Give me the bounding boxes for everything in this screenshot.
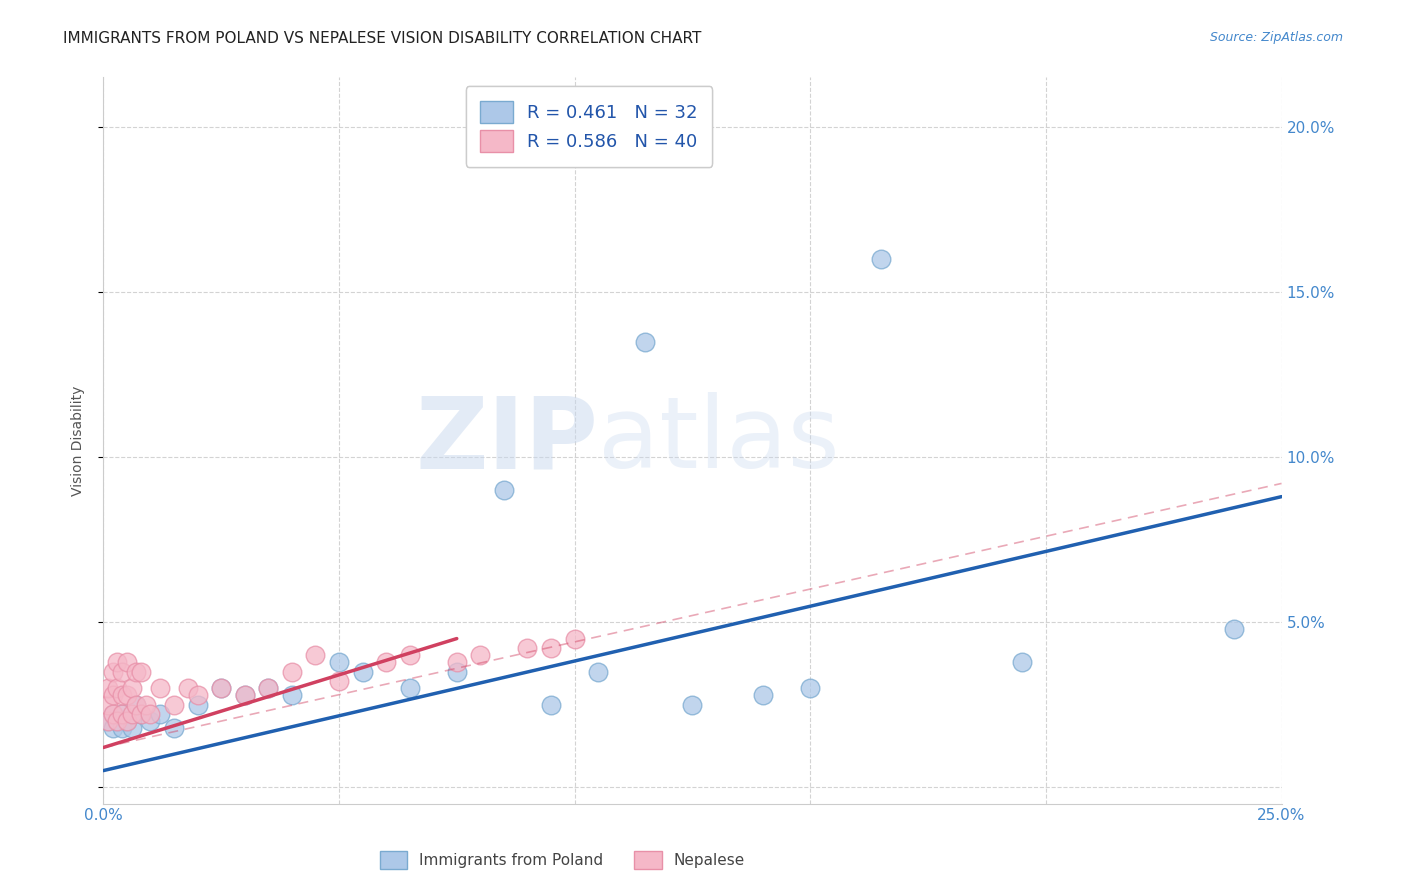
Point <box>111 721 134 735</box>
Point <box>101 707 124 722</box>
Point <box>470 648 492 662</box>
Point <box>97 698 120 712</box>
Point <box>107 714 129 728</box>
Point <box>107 655 129 669</box>
Point <box>1011 655 1033 669</box>
Point <box>209 681 232 695</box>
Point <box>149 707 172 722</box>
Point <box>1223 622 1246 636</box>
Point <box>564 632 586 646</box>
Point <box>115 714 138 728</box>
Point <box>107 681 129 695</box>
Point <box>97 714 120 728</box>
Point <box>799 681 821 695</box>
Point <box>107 714 129 728</box>
Point <box>125 698 148 712</box>
Text: IMMIGRANTS FROM POLAND VS NEPALESE VISION DISABILITY CORRELATION CHART: IMMIGRANTS FROM POLAND VS NEPALESE VISIO… <box>63 31 702 46</box>
Legend: R = 0.461   N = 32, R = 0.586   N = 40: R = 0.461 N = 32, R = 0.586 N = 40 <box>465 87 711 167</box>
Text: Source: ZipAtlas.com: Source: ZipAtlas.com <box>1209 31 1343 45</box>
Text: atlas: atlas <box>598 392 839 489</box>
Point <box>129 707 152 722</box>
Point <box>101 707 124 722</box>
Point <box>586 665 609 679</box>
Point <box>187 688 209 702</box>
Point <box>375 655 398 669</box>
Point <box>115 688 138 702</box>
Point <box>540 641 562 656</box>
Point <box>101 665 124 679</box>
Point <box>97 714 120 728</box>
Point <box>125 665 148 679</box>
Y-axis label: Vision Disability: Vision Disability <box>72 385 86 496</box>
Point <box>163 721 186 735</box>
Point <box>111 688 134 702</box>
Point <box>446 665 468 679</box>
Text: ZIP: ZIP <box>415 392 598 489</box>
Legend: Immigrants from Poland, Nepalese: Immigrants from Poland, Nepalese <box>374 845 751 875</box>
Point <box>870 252 893 266</box>
Point <box>681 698 703 712</box>
Point <box>111 665 134 679</box>
Point <box>328 674 350 689</box>
Point <box>163 698 186 712</box>
Point <box>281 665 304 679</box>
Point <box>139 707 162 722</box>
Point <box>398 681 420 695</box>
Point <box>233 688 256 702</box>
Point <box>121 681 143 695</box>
Point <box>101 721 124 735</box>
Point <box>115 655 138 669</box>
Point <box>516 641 538 656</box>
Point <box>125 698 148 712</box>
Point <box>328 655 350 669</box>
Point <box>304 648 326 662</box>
Point <box>129 707 152 722</box>
Point <box>129 665 152 679</box>
Point <box>233 688 256 702</box>
Point <box>352 665 374 679</box>
Point <box>257 681 280 695</box>
Point <box>446 655 468 669</box>
Point <box>115 714 138 728</box>
Point <box>177 681 200 695</box>
Point <box>492 483 515 497</box>
Point <box>634 334 657 349</box>
Point <box>752 688 775 702</box>
Point <box>209 681 232 695</box>
Point <box>111 707 134 722</box>
Point <box>139 714 162 728</box>
Point <box>101 688 124 702</box>
Point <box>149 681 172 695</box>
Point <box>257 681 280 695</box>
Point <box>187 698 209 712</box>
Point <box>281 688 304 702</box>
Point <box>135 698 157 712</box>
Point <box>97 681 120 695</box>
Point <box>121 721 143 735</box>
Point <box>121 707 143 722</box>
Point <box>398 648 420 662</box>
Point <box>540 698 562 712</box>
Point <box>111 707 134 722</box>
